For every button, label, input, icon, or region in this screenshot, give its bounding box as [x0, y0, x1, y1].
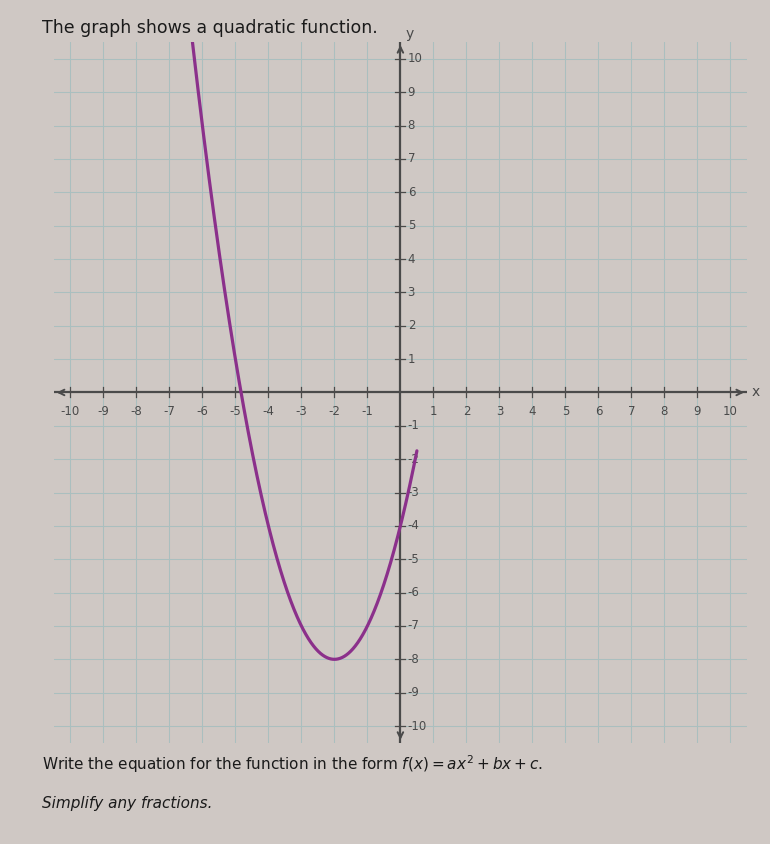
- Text: 7: 7: [407, 153, 415, 165]
- Text: 6: 6: [594, 405, 602, 418]
- Text: 7: 7: [628, 405, 635, 418]
- Text: x: x: [752, 386, 760, 399]
- Text: 3: 3: [407, 286, 415, 299]
- Text: -4: -4: [263, 405, 274, 418]
- Text: -10: -10: [407, 720, 427, 733]
- Text: -3: -3: [296, 405, 307, 418]
- Text: 8: 8: [407, 119, 415, 133]
- Text: -9: -9: [98, 405, 109, 418]
- Text: The graph shows a quadratic function.: The graph shows a quadratic function.: [42, 19, 378, 36]
- Text: 4: 4: [407, 252, 415, 266]
- Text: y: y: [405, 26, 413, 41]
- Text: -6: -6: [196, 405, 209, 418]
- Text: 8: 8: [661, 405, 668, 418]
- Text: -3: -3: [407, 486, 420, 499]
- Text: 5: 5: [561, 405, 569, 418]
- Text: -10: -10: [61, 405, 80, 418]
- Text: -5: -5: [229, 405, 241, 418]
- Text: 1: 1: [407, 353, 415, 365]
- Text: -1: -1: [407, 419, 420, 432]
- Text: -2: -2: [407, 452, 420, 466]
- Text: 1: 1: [430, 405, 437, 418]
- Text: -1: -1: [361, 405, 373, 418]
- Text: 2: 2: [407, 319, 415, 333]
- Text: -7: -7: [163, 405, 176, 418]
- Text: 10: 10: [407, 52, 423, 65]
- Text: -5: -5: [407, 553, 420, 565]
- Text: 9: 9: [407, 86, 415, 99]
- Text: 3: 3: [496, 405, 503, 418]
- Text: -6: -6: [407, 586, 420, 599]
- Text: -8: -8: [407, 652, 420, 666]
- Text: 4: 4: [529, 405, 536, 418]
- Text: -4: -4: [407, 519, 420, 533]
- Text: 5: 5: [407, 219, 415, 232]
- Text: Simplify any fractions.: Simplify any fractions.: [42, 796, 213, 811]
- Text: 6: 6: [407, 186, 415, 199]
- Text: Write the equation for the function in the form $f(x) = ax^2 + bx + c.$: Write the equation for the function in t…: [42, 753, 544, 775]
- Text: 10: 10: [723, 405, 738, 418]
- Text: -7: -7: [407, 619, 420, 632]
- Text: 2: 2: [463, 405, 470, 418]
- Text: -9: -9: [407, 686, 420, 699]
- Text: -2: -2: [329, 405, 340, 418]
- Text: -8: -8: [131, 405, 142, 418]
- Text: 9: 9: [694, 405, 701, 418]
